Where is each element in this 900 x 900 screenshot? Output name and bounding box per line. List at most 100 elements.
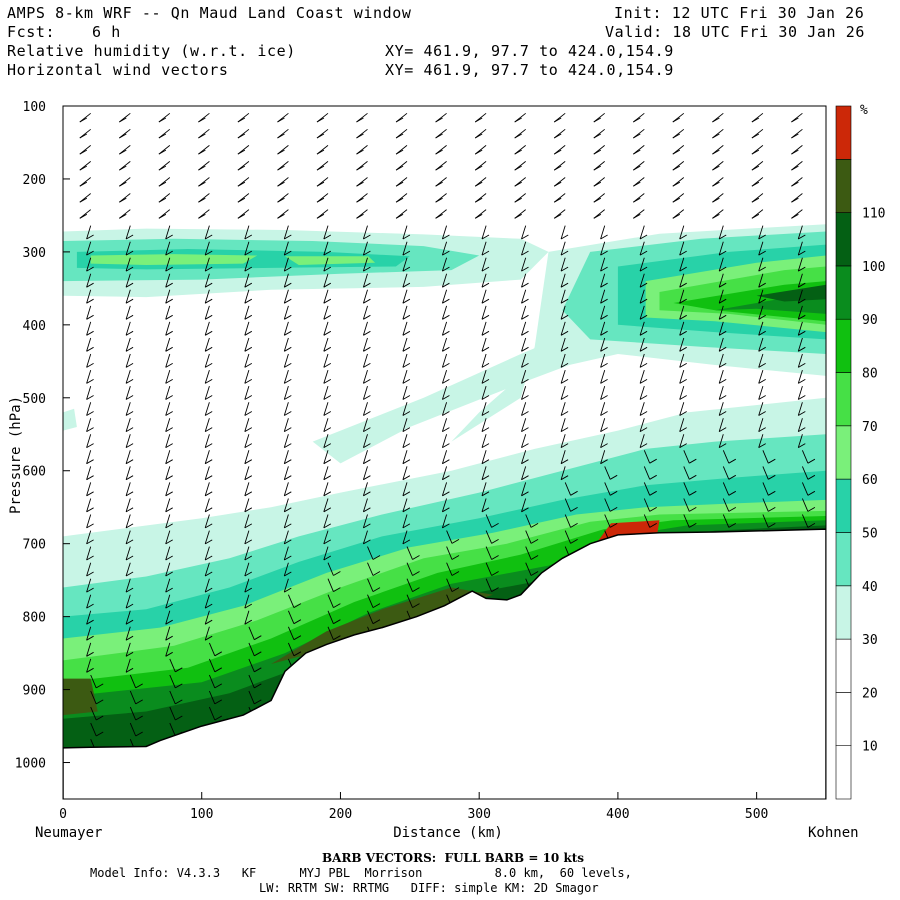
wind-barb-flag xyxy=(323,363,332,368)
wind-barb-flag xyxy=(363,266,371,272)
wind-barb xyxy=(560,305,566,320)
wind-barb-flag xyxy=(649,490,657,496)
wind-barb xyxy=(679,369,685,384)
wind-barb-flag xyxy=(712,197,720,203)
wind-barb xyxy=(283,385,289,400)
wind-barb xyxy=(402,466,408,480)
wind-barb xyxy=(323,241,329,256)
wind-barb xyxy=(600,450,606,464)
y-tick-label: 500 xyxy=(23,392,46,407)
valid-time: Valid: 18 UTC Fri 30 Jan 26 xyxy=(605,23,866,41)
wind-barb xyxy=(402,482,408,496)
wind-barb-flag xyxy=(481,507,490,513)
wind-barb-flag xyxy=(491,523,499,528)
wind-barb xyxy=(600,434,606,448)
wind-barb-flag xyxy=(807,490,816,496)
wind-barb xyxy=(362,450,368,464)
wind-barb-flag xyxy=(125,603,134,609)
y-tick-label: 100 xyxy=(23,100,46,115)
wind-barb-flag xyxy=(798,250,806,256)
wind-barb xyxy=(125,482,131,496)
wind-barb-flag xyxy=(86,282,94,288)
wind-barb xyxy=(758,369,764,384)
wind-barb-flag xyxy=(363,330,371,336)
wind-barb xyxy=(204,321,210,336)
wind-barb-flag xyxy=(402,266,411,272)
wind-barb xyxy=(797,418,803,432)
wind-barb-flag xyxy=(125,507,134,513)
wind-barb-flag xyxy=(277,213,285,219)
wind-barb-flag xyxy=(165,411,173,416)
wind-barb-flag xyxy=(560,282,569,288)
wind-barb xyxy=(406,578,413,592)
wind-barb-flag xyxy=(363,507,371,513)
wind-barb xyxy=(441,498,448,512)
wind-barb xyxy=(86,642,92,657)
wind-barb xyxy=(600,418,606,432)
rh-band-30-wisp xyxy=(63,408,77,431)
wind-barb-flag xyxy=(244,507,253,513)
wind-barb-flag xyxy=(560,459,569,465)
wind-barb-flag xyxy=(165,491,173,497)
terrain xyxy=(63,528,826,799)
wind-barb xyxy=(244,402,250,416)
wind-barb-flag xyxy=(323,330,332,336)
wind-barb xyxy=(248,642,255,656)
colorbar-label: 10 xyxy=(862,740,878,755)
wind-barb-flag xyxy=(718,346,727,352)
wind-barb xyxy=(683,514,690,528)
wind-barb xyxy=(287,594,295,608)
wind-barb xyxy=(129,690,137,705)
wind-barb-flag xyxy=(125,314,134,320)
wind-barb-flag xyxy=(284,427,292,432)
wind-barb xyxy=(283,257,289,272)
wind-barb-flag xyxy=(244,555,253,561)
wind-barb xyxy=(283,562,289,577)
wind-barb xyxy=(244,434,250,448)
wind-barb xyxy=(125,273,131,288)
wind-barb xyxy=(125,514,131,529)
wind-barb xyxy=(762,514,769,528)
wind-barb-flag xyxy=(639,346,648,352)
wind-barb-flag xyxy=(125,427,134,432)
wind-barb-flag xyxy=(649,458,657,464)
wind-barb-flag xyxy=(356,117,364,123)
wind-barb-flag xyxy=(363,298,371,304)
wind-barb xyxy=(165,482,171,496)
wind-barb-flag xyxy=(481,314,490,320)
wind-barb-flag xyxy=(293,603,302,608)
wind-barb-flag xyxy=(356,213,364,219)
wind-barb xyxy=(639,257,645,272)
wind-barb xyxy=(323,530,329,545)
wind-barb-flag xyxy=(402,330,411,336)
wind-barb xyxy=(481,305,487,320)
wind-barb-flag xyxy=(521,250,529,256)
wind-barb-flag xyxy=(600,395,608,400)
wind-barb xyxy=(90,706,97,721)
wind-barb-flag xyxy=(86,571,94,577)
wind-barb xyxy=(481,466,487,480)
wind-barb-flag xyxy=(175,683,183,689)
wind-barb-flag xyxy=(363,411,371,416)
wind-barb-flag xyxy=(165,395,173,400)
wind-barb-flag xyxy=(791,117,799,123)
wind-barb-flag xyxy=(175,699,183,705)
wind-barb-flag xyxy=(204,363,213,368)
wind-barb xyxy=(287,642,295,656)
wind-barb-flag xyxy=(363,443,371,448)
wind-barb-flag xyxy=(451,571,460,576)
wind-barb-flag xyxy=(609,507,618,512)
wind-barb-flag xyxy=(442,523,450,529)
wind-barb xyxy=(679,353,685,368)
wind-barb xyxy=(521,450,527,464)
wind-barb-flag xyxy=(79,149,88,155)
wind-barb-flag xyxy=(158,149,167,155)
wind-barb-flag xyxy=(560,443,569,448)
plot-title: AMPS 8-km WRF -- Qn Maud Land Coast wind… xyxy=(7,4,412,22)
wind-barb-flag xyxy=(798,266,806,272)
wind-barb-flag xyxy=(277,117,285,123)
wind-barb-flag xyxy=(284,475,292,481)
wind-barb-flag xyxy=(254,651,262,657)
wind-barb-flag xyxy=(435,181,443,187)
wind-barb-flag xyxy=(125,635,134,641)
